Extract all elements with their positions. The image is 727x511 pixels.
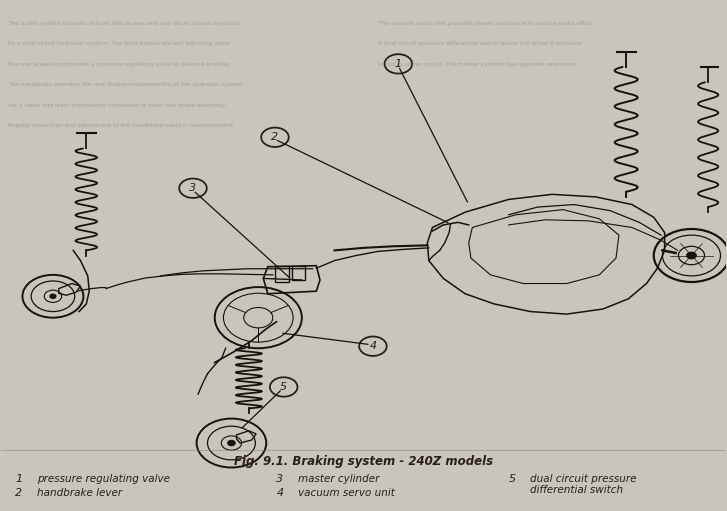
Text: The vacuum servo unit provides power assistance to reduce pedal effort.: The vacuum servo unit provides power ass… [378,21,595,26]
Text: Fig. 9.1. Braking system - 240Z models: Fig. 9.1. Braking system - 240Z models [234,455,493,468]
Text: 2: 2 [271,132,278,142]
Text: by a dual circuit hydraulic system. The front brakes are self adjusting while: by a dual circuit hydraulic system. The … [8,41,230,47]
Text: 1: 1 [395,59,402,69]
Bar [292,266,305,281]
Text: 4: 4 [369,341,377,351]
Text: pressure regulating valve: pressure regulating valve [37,474,170,483]
Text: master cylinder: master cylinder [298,474,379,483]
Text: 2: 2 [15,488,23,498]
Text: The brake system consists of front disc brakes and rear drum brakes operated: The brake system consists of front disc … [8,21,240,26]
Circle shape [50,294,56,298]
Circle shape [686,252,696,259]
Circle shape [228,440,235,446]
Bar [275,266,289,282]
Text: dual circuit pressure
differential switch: dual circuit pressure differential switc… [531,474,637,495]
Text: 3: 3 [276,474,284,483]
Text: the rear brakes incorporate a pressure regulating valve to balance braking.: the rear brakes incorporate a pressure r… [8,62,230,67]
Text: 5: 5 [509,474,515,483]
Text: vacuum servo unit: vacuum servo unit [298,488,395,498]
Text: 5: 5 [280,382,287,392]
Text: 1: 1 [15,474,23,483]
Text: handbrake lever: handbrake lever [37,488,122,498]
Text: is lost in either circuit. The master cylinder has separate reservoirs.: is lost in either circuit. The master cy… [378,62,578,67]
Text: Regular inspection and adjustment of the handbrake cable is recommended.: Regular inspection and adjustment of the… [8,123,235,128]
Text: 3: 3 [190,183,196,193]
Text: The handbrake operates the rear brakes independently of the hydraulic system: The handbrake operates the rear brakes i… [8,82,243,87]
Text: A dual circuit pressure differential switch warns the driver if pressure: A dual circuit pressure differential swi… [378,41,582,47]
Text: 4: 4 [276,488,284,498]
Text: via a cable and lever mechanism connected to each rear brake assembly.: via a cable and lever mechanism connecte… [8,103,226,108]
